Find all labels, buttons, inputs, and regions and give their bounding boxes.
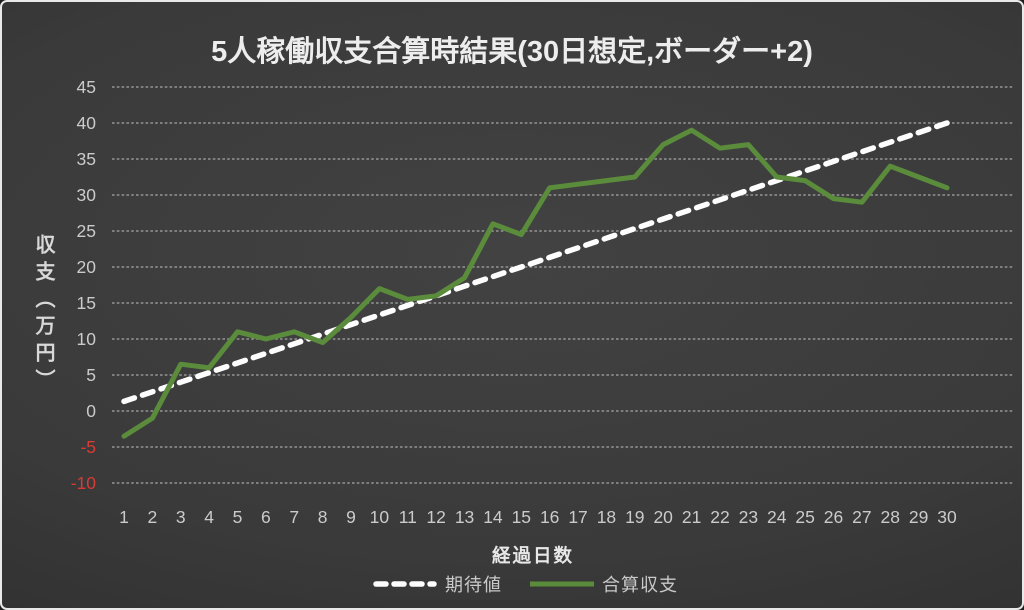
x-tick-label: 22 (710, 507, 729, 527)
y-tick-label: -10 (71, 473, 97, 493)
y-tick-label: 10 (77, 329, 97, 349)
y-tick-label: -5 (80, 437, 96, 457)
gridlines (112, 86, 1014, 484)
x-tick-label: 29 (909, 507, 928, 527)
legend-label-expected: 期待値 (445, 575, 502, 595)
x-tick-label: 27 (852, 507, 871, 527)
x-tick-label: 20 (653, 507, 673, 527)
x-tick-label: 25 (795, 507, 814, 527)
y-tick-label: 40 (77, 113, 97, 133)
x-tick-label: 5 (233, 507, 243, 527)
legend-label-combined: 合算収支 (602, 575, 678, 595)
legend-item-expected: 期待値 (372, 571, 502, 597)
combined-line-swatch (530, 581, 594, 587)
chart-title: 5人稼働収支合算時結果(30日想定,ボーダー+2) (211, 36, 813, 68)
x-tick-label: 18 (597, 507, 616, 527)
y-tick-label: 20 (77, 257, 97, 277)
x-tick-label: 23 (739, 507, 758, 527)
x-tick-label: 10 (370, 507, 390, 527)
y-tick-label: 25 (77, 221, 96, 241)
expected-value-line (121, 120, 950, 405)
x-tick-label: 7 (289, 507, 299, 527)
y-axis-title: 収支（万円） (32, 234, 54, 396)
x-tick-label: 16 (540, 507, 559, 527)
legend-item-combined: 合算収支 (529, 571, 678, 597)
x-tick-label: 19 (625, 507, 644, 527)
x-tick-label: 15 (512, 507, 531, 527)
y-tick-label: 45 (77, 77, 96, 97)
x-tick-label: 3 (176, 507, 186, 527)
legend: 期待値 合算収支 (28, 571, 1022, 597)
x-tick-label: 8 (318, 507, 328, 527)
y-tick-label: 5 (86, 365, 96, 385)
x-tick-label: 21 (682, 507, 701, 527)
x-tick-label: 4 (204, 507, 214, 527)
x-tick-label: 11 (399, 507, 417, 527)
series-lines (121, 120, 950, 439)
y-tick-label: 15 (77, 293, 96, 313)
x-tick-label: 6 (261, 507, 271, 527)
x-tick-label: 12 (426, 507, 445, 527)
x-tick-label: 1 (119, 507, 129, 527)
x-axis-tick-labels: 1 2 3 4 5 6 7 8 9 10 11 12 13 14 15 16 17 18 19 20 21 22 23 24 2… (119, 507, 957, 527)
x-tick-label: 13 (455, 507, 474, 527)
x-tick-label: 24 (767, 507, 787, 527)
expected-line-swatch (373, 581, 437, 587)
y-axis-tick-labels: 45 40 35 30 25 20 15 10 5 0 -5 -10 (71, 77, 97, 493)
y-tick-label: 0 (86, 401, 96, 421)
x-tick-label: 17 (568, 507, 587, 527)
x-tick-label: 26 (824, 507, 843, 527)
y-tick-label: 35 (77, 149, 96, 169)
combined-balance-line (121, 127, 950, 439)
x-tick-label: 9 (346, 507, 356, 527)
x-tick-label: 28 (880, 507, 899, 527)
x-tick-label: 30 (937, 507, 957, 527)
x-tick-label: 14 (483, 507, 503, 527)
y-tick-label: 30 (77, 185, 97, 205)
x-axis-title: 経過日数 (491, 545, 574, 566)
x-tick-label: 2 (148, 507, 158, 527)
